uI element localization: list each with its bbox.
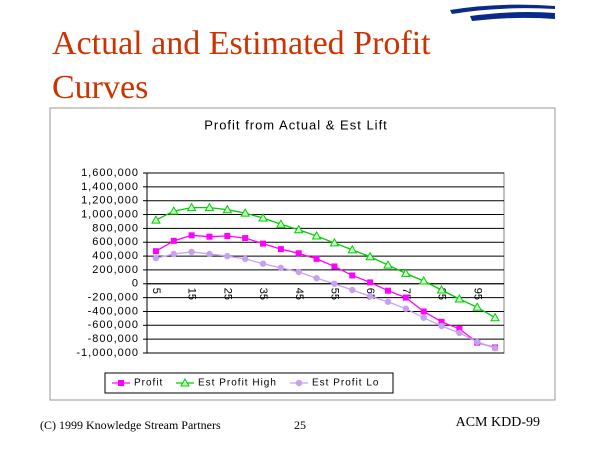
y-tick-label: 0 [132, 278, 139, 290]
legend-label: Profit [134, 378, 163, 389]
x-tick-label: 55 [329, 288, 341, 300]
legend: Profit Est Profit High Est Profit Lo [104, 372, 394, 394]
marker [313, 275, 320, 282]
x-tick-label: 5 [150, 288, 162, 294]
marker [331, 263, 338, 270]
marker [152, 248, 159, 255]
marker [293, 224, 304, 234]
legend-label: Est Profit Lo [312, 378, 379, 389]
x-tick-label: 35 [257, 288, 269, 300]
marker [365, 251, 375, 261]
y-tick-label: 800,000 [92, 222, 139, 234]
marker [384, 287, 391, 294]
marker [152, 254, 160, 262]
marker [420, 308, 427, 315]
marker [277, 264, 285, 272]
marker [170, 237, 177, 244]
slide-title: Actual and Estimated Profit [52, 25, 431, 62]
y-tick-label: 1,000,000 [81, 208, 139, 220]
legend-marker [118, 380, 124, 386]
marker [222, 204, 233, 214]
marker [454, 293, 465, 303]
y-tick-label: -1,000,000 [76, 347, 139, 359]
marker [277, 246, 284, 253]
marker [400, 268, 411, 277]
marker [491, 344, 499, 352]
marker [186, 202, 197, 212]
y-tick-label: 1,600,000 [81, 167, 139, 179]
legend-marker [295, 379, 303, 387]
marker [311, 230, 322, 240]
y-tick-label: -200,000 [88, 292, 139, 304]
marker [366, 293, 374, 300]
marker [436, 284, 447, 294]
marker [206, 250, 213, 258]
marker [402, 305, 410, 312]
marker [295, 268, 302, 276]
marker [418, 275, 429, 285]
marker [151, 215, 161, 224]
page-number: 25 [294, 418, 306, 432]
marker [331, 280, 338, 287]
marker [349, 286, 356, 294]
marker [349, 272, 356, 279]
marker [474, 338, 481, 346]
chart-title: Profit from Actual & Est Lift [204, 117, 388, 132]
marker [438, 318, 445, 325]
marker [383, 260, 393, 269]
y-tick-label: 1,400,000 [81, 181, 139, 193]
marker [456, 329, 463, 337]
marker [240, 208, 251, 217]
y-tick-label: 600,000 [92, 236, 139, 248]
marker [329, 237, 340, 247]
marker [224, 252, 231, 260]
marker [170, 250, 177, 258]
marker [276, 219, 286, 228]
logo-swoosh [470, 12, 555, 21]
marker [204, 202, 215, 212]
marker [402, 294, 409, 301]
marker [420, 314, 427, 321]
marker [438, 322, 445, 330]
marker [313, 255, 320, 262]
x-tick-label: 15 [186, 288, 198, 300]
marker [206, 233, 213, 240]
marker [456, 325, 463, 332]
marker [347, 244, 358, 254]
slide-title: Curves [52, 69, 148, 106]
marker [490, 312, 500, 322]
marker [188, 248, 195, 256]
logo-swoosh [450, 4, 555, 15]
marker [258, 212, 268, 222]
footer-left: (C) 1999 Knowledge Stream Partners [40, 418, 221, 432]
marker [241, 255, 249, 263]
y-tick-label: -600,000 [88, 319, 139, 331]
marker [259, 260, 267, 267]
y-tick-label: -800,000 [88, 333, 139, 345]
marker [295, 250, 302, 257]
marker [224, 233, 231, 239]
marker [168, 206, 179, 215]
y-tick-label: 1,200,000 [81, 195, 139, 207]
y-tick-label: -400,000 [88, 305, 139, 317]
marker [242, 235, 249, 242]
legend-box [104, 372, 394, 394]
x-tick-label: 45 [293, 288, 305, 300]
legend-marker [180, 377, 190, 387]
footer-right: ACM KDD-99 [456, 415, 540, 430]
legend-label: Est Profit High [198, 378, 277, 389]
marker [260, 240, 267, 247]
marker [384, 298, 392, 305]
x-tick-label: 25 [221, 288, 233, 300]
marker [472, 302, 483, 311]
marker [367, 279, 374, 286]
y-tick-label: 400,000 [92, 250, 139, 262]
marker [188, 232, 195, 239]
x-tick-label: 95 [471, 288, 483, 300]
y-tick-label: 200,000 [92, 264, 139, 276]
